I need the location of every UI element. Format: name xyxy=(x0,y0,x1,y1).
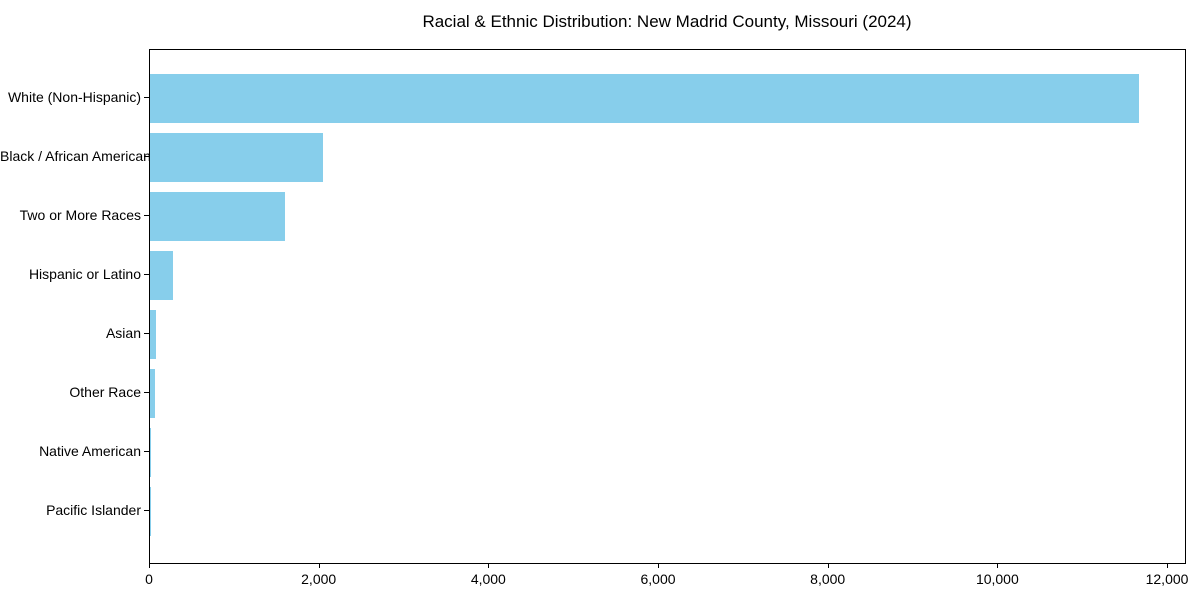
y-axis-tick xyxy=(144,510,149,512)
y-axis-tick xyxy=(144,274,149,276)
bar xyxy=(150,132,323,182)
x-axis-tick-label: 4,000 xyxy=(470,571,506,587)
x-axis-tick-label: 12,000 xyxy=(1145,571,1189,587)
y-axis-label: Asian xyxy=(105,325,141,342)
bar xyxy=(150,73,1140,123)
x-axis-tick xyxy=(997,563,999,568)
y-axis-tick xyxy=(144,215,149,217)
x-axis-tick-label: 2,000 xyxy=(301,571,337,587)
x-axis-tick-label: 10,000 xyxy=(975,571,1019,587)
y-axis-label: Native American xyxy=(39,443,141,460)
y-axis-label: Two or More Races xyxy=(19,207,141,224)
bar xyxy=(150,427,152,477)
y-axis-label: Pacific Islander xyxy=(46,502,141,519)
y-axis-label: Hispanic or Latino xyxy=(28,266,141,283)
x-axis-tick xyxy=(1167,563,1169,568)
x-axis-tick xyxy=(827,563,829,568)
x-axis-tick-label: 0 xyxy=(145,571,153,587)
x-axis-tick xyxy=(318,563,320,568)
y-axis-tick xyxy=(144,392,149,394)
x-axis-tick xyxy=(488,563,490,568)
y-axis-tick xyxy=(144,97,149,98)
plot-area xyxy=(149,49,1186,564)
x-axis-tick-label: 6,000 xyxy=(640,571,676,587)
x-axis-tick xyxy=(658,563,660,568)
y-axis-label: Black / African American xyxy=(0,148,151,165)
x-axis-tick-label: 8,000 xyxy=(810,571,846,587)
bar xyxy=(150,250,174,300)
bar xyxy=(150,368,155,418)
bar xyxy=(150,191,285,241)
y-axis-label: White (Non-Hispanic) xyxy=(7,89,141,105)
y-axis-tick xyxy=(144,333,149,335)
y-axis-tick xyxy=(144,156,149,158)
y-axis-tick xyxy=(144,451,149,453)
y-axis-label: Other Race xyxy=(69,384,141,401)
chart-title: Racial & Ethnic Distribution: New Madrid… xyxy=(422,12,912,31)
x-axis-tick xyxy=(149,563,150,568)
bar xyxy=(150,309,156,359)
